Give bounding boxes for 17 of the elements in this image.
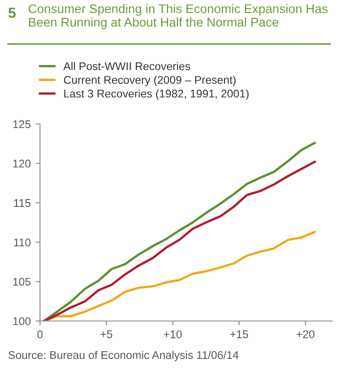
y-tick-label: 120 <box>13 160 31 168</box>
legend-label: Current Recovery (2009 – Present) <box>64 76 236 86</box>
y-tick-label: 105 <box>13 278 31 286</box>
x-tick-label: +15 <box>230 330 248 338</box>
y-tick-label: 100 <box>13 317 31 326</box>
x-tick-label: +10 <box>164 330 182 338</box>
legend-label: Last 3 Recoveries (1982, 1991, 2001) <box>64 89 249 100</box>
x-tick-label: +5 <box>100 330 112 338</box>
x-tick-label: +20 <box>296 330 314 338</box>
source-note: Source: Bureau of Economic Analysis 11/06/14 <box>8 350 238 362</box>
y-tick-label: 115 <box>14 199 31 207</box>
x-tick-label: 0 <box>37 330 43 338</box>
chart-subtitle: 5 <box>8 8 16 18</box>
chart-title: Consumer Spending in This Economic Expansion Has Been Running at About Half the Normal Pace <box>28 4 328 30</box>
y-tick-label: 110 <box>14 238 31 246</box>
y-tick-label: 125 <box>13 120 31 128</box>
legend-label: All Post-WWII Recoveries <box>63 62 190 70</box>
